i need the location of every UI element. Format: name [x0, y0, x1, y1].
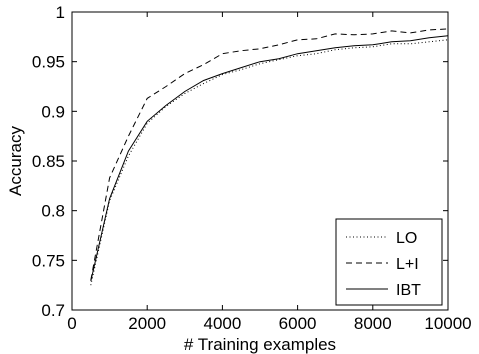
x-tick-label: 10000	[424, 314, 471, 333]
y-tick-label: 0.85	[32, 152, 65, 171]
x-tick-label: 6000	[279, 314, 317, 333]
x-tick-label: 4000	[203, 314, 241, 333]
y-tick-label: 0.7	[41, 301, 65, 320]
y-tick-label: 0.75	[32, 251, 65, 270]
x-tick-label: 0	[67, 314, 76, 333]
series-line-lo	[90, 39, 449, 286]
y-tick-label: 0.95	[32, 53, 65, 72]
x-tick-label: 8000	[354, 314, 392, 333]
tick-labels: 0 2000 4000 6000 8000 10000 0.7 0.75 0.8 0.85 0.9 0…	[32, 3, 472, 333]
legend-box	[335, 218, 443, 306]
legend-label: LO	[396, 230, 417, 247]
y-tick-label: 1	[56, 3, 65, 22]
x-axis-label: # Training examples	[184, 335, 336, 354]
y-axis-label: Accuracy	[6, 126, 25, 196]
legend-label: L+I	[396, 256, 419, 273]
series-line-ibt	[90, 35, 449, 282]
legend-label: IBT	[396, 282, 421, 299]
y-tick-label: 0.8	[41, 202, 65, 221]
x-tick-label: 2000	[128, 314, 166, 333]
series-lines	[90, 28, 449, 286]
legend: LO L+I IBT	[335, 218, 443, 306]
ticks	[71, 11, 449, 311]
series-line-l-i	[90, 28, 449, 281]
y-tick-label: 0.9	[41, 102, 65, 121]
